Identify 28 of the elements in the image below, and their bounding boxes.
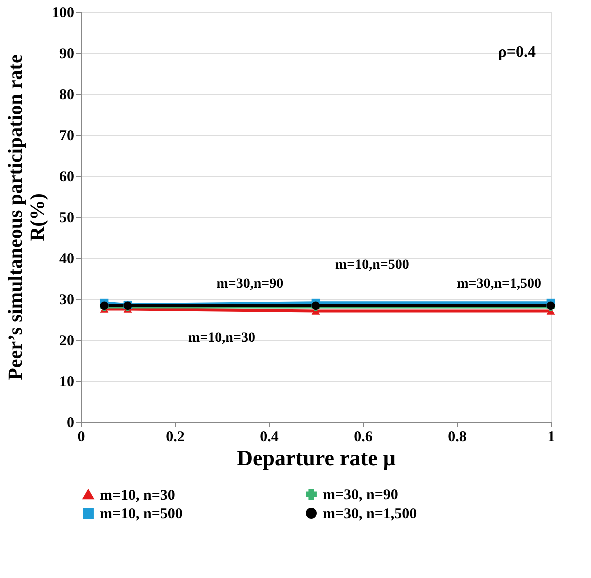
x-tick-label: 0.6	[354, 430, 374, 446]
y-tick-label: 30	[60, 292, 74, 308]
legend-label: m=30, n=90	[323, 488, 398, 504]
y-tick-label: 50	[60, 210, 74, 226]
legend-label: m=30, n=1,500	[323, 506, 418, 522]
annotation: m=10,n=500	[335, 258, 410, 274]
legend-label: m=10, n=30	[100, 488, 176, 504]
x-axis-title: Departure rate μ	[237, 446, 396, 470]
x-tick-label: 0	[78, 430, 86, 446]
y-tick-label: 70	[60, 128, 74, 144]
x-tick-label: 0.8	[448, 430, 467, 446]
y-tick-label: 20	[60, 334, 74, 350]
y-tick-label: 40	[60, 252, 74, 268]
legend-label: m=10, n=500	[100, 506, 183, 522]
y-tick-label: 80	[60, 88, 74, 104]
annotation: ρ=0.4	[498, 44, 536, 61]
annotation: m=30,n=1,500	[457, 276, 542, 292]
y-tick-label: 10	[60, 374, 74, 390]
y-axis-title: Peer’s simultaneous participation rate R(%)	[5, 54, 49, 380]
y-tick-label: 60	[60, 170, 74, 186]
x-tick-label: 0.4	[260, 430, 280, 446]
y-tick-label: 0	[67, 416, 74, 432]
y-tick-label: 90	[60, 46, 74, 62]
annotation: m=30,n=90	[216, 276, 284, 292]
x-tick-label: 0.2	[166, 430, 185, 446]
annotation: m=10,n=30	[188, 331, 256, 346]
y-tick-label: 100	[52, 6, 74, 22]
x-tick-label: 1	[548, 430, 556, 446]
